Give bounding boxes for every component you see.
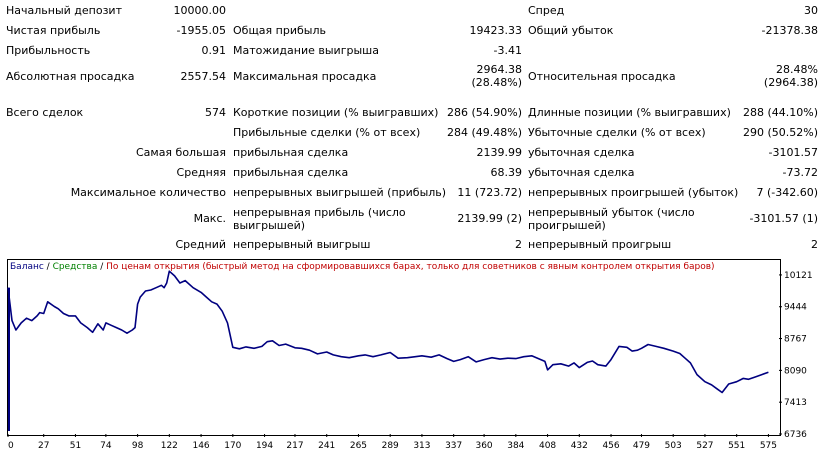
maximal-drawdown-label: Максимальная просадка — [233, 70, 377, 83]
legend-balance: Баланс — [10, 262, 44, 272]
expected-payoff-value: -3.41 — [493, 44, 522, 57]
profit-factor-label: Прибыльность — [6, 44, 91, 57]
largest-profit-value: 2139.99 — [476, 146, 523, 159]
x-tick-label: 503 — [665, 441, 682, 451]
maximal-drawdown-percent: (28.48%) — [471, 76, 522, 89]
short-positions-value: 286 (54.90%) — [446, 106, 522, 119]
initial-deposit-label: Начальный депозит — [6, 4, 122, 17]
net-profit-label: Чистая прибыль — [6, 24, 101, 37]
x-tick-label: 575 — [760, 441, 777, 451]
short-positions-label: Короткие позиции (% выигравших) — [233, 106, 439, 119]
avg-consecutive-wins-value: 2 — [515, 238, 522, 251]
average-loss-value: -73.72 — [782, 166, 818, 179]
x-tick-label: 313 — [413, 441, 430, 451]
average-loss-label: убыточная сделка — [528, 166, 635, 179]
balance-line — [7, 270, 769, 394]
loss-trades-value: 290 (50.52%) — [742, 126, 818, 139]
y-tick-label: 6736 — [784, 430, 807, 440]
y-tick-label: 8767 — [784, 335, 807, 345]
legend-separator: / — [43, 262, 53, 272]
legend-equity: Средства — [52, 262, 98, 272]
y-tick-label: 9444 — [784, 303, 807, 313]
balance-chart-area — [7, 259, 781, 436]
gross-loss-value: -21378.38 — [761, 24, 818, 37]
max-consecutive-profit-value: 2139.99 (2) — [457, 212, 522, 225]
x-tick-label: 479 — [633, 441, 650, 451]
max-consecutive-profit-label: непрерывная прибыль (число выигрышей) — [233, 206, 406, 232]
x-tick-label: 27 — [38, 441, 49, 451]
max-consecutive-loss-label: непрерывный убыток (число проигрышей) — [528, 206, 695, 232]
x-tick-label: 0 — [8, 441, 14, 451]
x-tick-label: 265 — [350, 441, 367, 451]
long-positions-label: Длинные позиции (% выигравших) — [528, 106, 731, 119]
x-tick-label: 217 — [286, 441, 303, 451]
max-consecutive-wins-label: непрерывных выигрышей (прибыль) — [233, 186, 447, 199]
largest-profit-label: прибыльная сделка — [233, 146, 349, 159]
maximal-drawdown-value: 2964.38 — [476, 63, 523, 76]
max-consecutive-losses-label: непрерывных проигрышей (убыток) — [528, 186, 739, 199]
x-tick-label: 194 — [256, 441, 273, 451]
x-tick-label: 241 — [318, 441, 335, 451]
y-tick-label: 7413 — [784, 398, 807, 408]
max-consecutive-wins-value: 11 (723.72) — [457, 186, 522, 199]
y-tick-label: 10121 — [784, 271, 813, 281]
profit-factor-value: 0.91 — [201, 44, 227, 57]
x-tick-label: 289 — [382, 441, 399, 451]
avg-consecutive-losses-value: 2 — [811, 238, 818, 251]
expected-payoff-label: Матожидание выигрыша — [233, 44, 379, 57]
x-tick-label: 146 — [192, 441, 209, 451]
profit-trades-label: Прибыльные сделки (% от всех) — [233, 126, 421, 139]
avg-consecutive-losses-label: непрерывный проигрыш — [528, 238, 672, 251]
x-tick-label: 432 — [571, 441, 588, 451]
avg-consecutive-wins-label: непрерывный выигрыш — [233, 238, 371, 251]
x-tick-label: 456 — [602, 441, 619, 451]
x-tick-label: 408 — [539, 441, 556, 451]
gross-loss-label: Общий убыток — [528, 24, 614, 37]
long-positions-value: 288 (44.10%) — [742, 106, 818, 119]
average-profit-value: 68.39 — [490, 166, 523, 179]
relative-drawdown-label: Относительная просадка — [528, 70, 676, 83]
legend-note: По ценам открытия (быстрый метод на сфор… — [106, 262, 715, 272]
x-tick-label: 384 — [507, 441, 524, 451]
max-consecutive-amount-label: Макс. — [193, 212, 226, 225]
x-tick-label: 51 — [70, 441, 81, 451]
x-tick-label: 527 — [696, 441, 713, 451]
x-tick-label: 360 — [475, 441, 492, 451]
gross-profit-label: Общая прибыль — [233, 24, 326, 37]
profit-trades-value: 284 (49.48%) — [446, 126, 522, 139]
y-tick-label: 8090 — [784, 366, 807, 376]
average-label: Средняя — [176, 166, 226, 179]
total-trades-value: 574 — [205, 106, 226, 119]
relative-drawdown-value: (2964.38) — [763, 76, 818, 89]
relative-drawdown-percent: 28.48% — [776, 63, 818, 76]
total-trades-label: Всего сделок — [6, 106, 84, 119]
x-tick-label: 74 — [100, 441, 112, 451]
gross-profit-value: 19423.33 — [469, 24, 523, 37]
loss-trades-label: Убыточные сделки (% от всех) — [528, 126, 706, 139]
chart-legend: Баланс / Средства / По ценам открытия (б… — [10, 262, 715, 272]
spread-value: 30 — [804, 4, 818, 17]
initial-deposit-value: 10000.00 — [173, 4, 227, 17]
largest-loss-label: убыточная сделка — [528, 146, 635, 159]
average-profit-label: прибыльная сделка — [233, 166, 349, 179]
max-consecutive-loss-value: -3101.57 (1) — [749, 212, 818, 225]
x-tick-label: 98 — [132, 441, 144, 451]
x-tick-label: 122 — [161, 441, 178, 451]
absolute-drawdown-value: 2557.54 — [180, 70, 227, 83]
legend-separator: / — [97, 262, 107, 272]
x-tick-label: 337 — [445, 441, 462, 451]
max-consecutive-label: Максимальное количество — [70, 186, 226, 199]
spread-label: Спред — [528, 4, 565, 17]
max-consecutive-losses-value: 7 (-342.60) — [756, 186, 818, 199]
avg-consecutive-label: Средний — [175, 238, 226, 251]
largest-label: Самая большая — [135, 146, 226, 159]
largest-loss-value: -3101.57 — [768, 146, 818, 159]
x-tick-label: 170 — [224, 441, 241, 451]
net-profit-value: -1955.05 — [176, 24, 226, 37]
x-tick-label: 551 — [728, 441, 745, 451]
absolute-drawdown-label: Абсолютная просадка — [6, 70, 135, 83]
